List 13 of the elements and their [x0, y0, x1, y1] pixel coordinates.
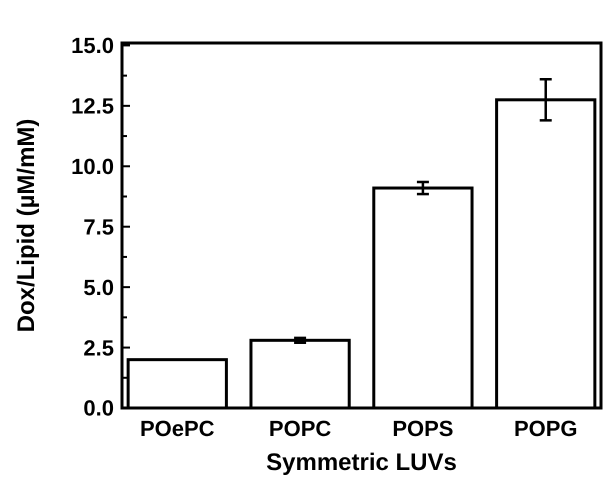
y-tick-label: 7.5: [83, 214, 114, 240]
y-tick-label: 5.0: [83, 274, 114, 300]
y-tick-label: 12.5: [71, 94, 114, 119]
y-tick-label: 0.0: [83, 396, 114, 421]
x-tick-label: POPC: [268, 416, 332, 441]
x-tick-label: POePC: [140, 416, 215, 441]
x-axis-title: Symmetric LUVs: [266, 449, 457, 476]
x-tick-label: POPG: [514, 416, 578, 441]
y-tick-label: 2.5: [83, 335, 114, 360]
x-tick-label: POPS: [392, 416, 454, 441]
y-tick-label: 10.0: [71, 154, 114, 179]
y-axis-title: Dox/Lipid (µM/mM): [13, 118, 40, 332]
y-tick-label: 15.0: [71, 33, 114, 58]
